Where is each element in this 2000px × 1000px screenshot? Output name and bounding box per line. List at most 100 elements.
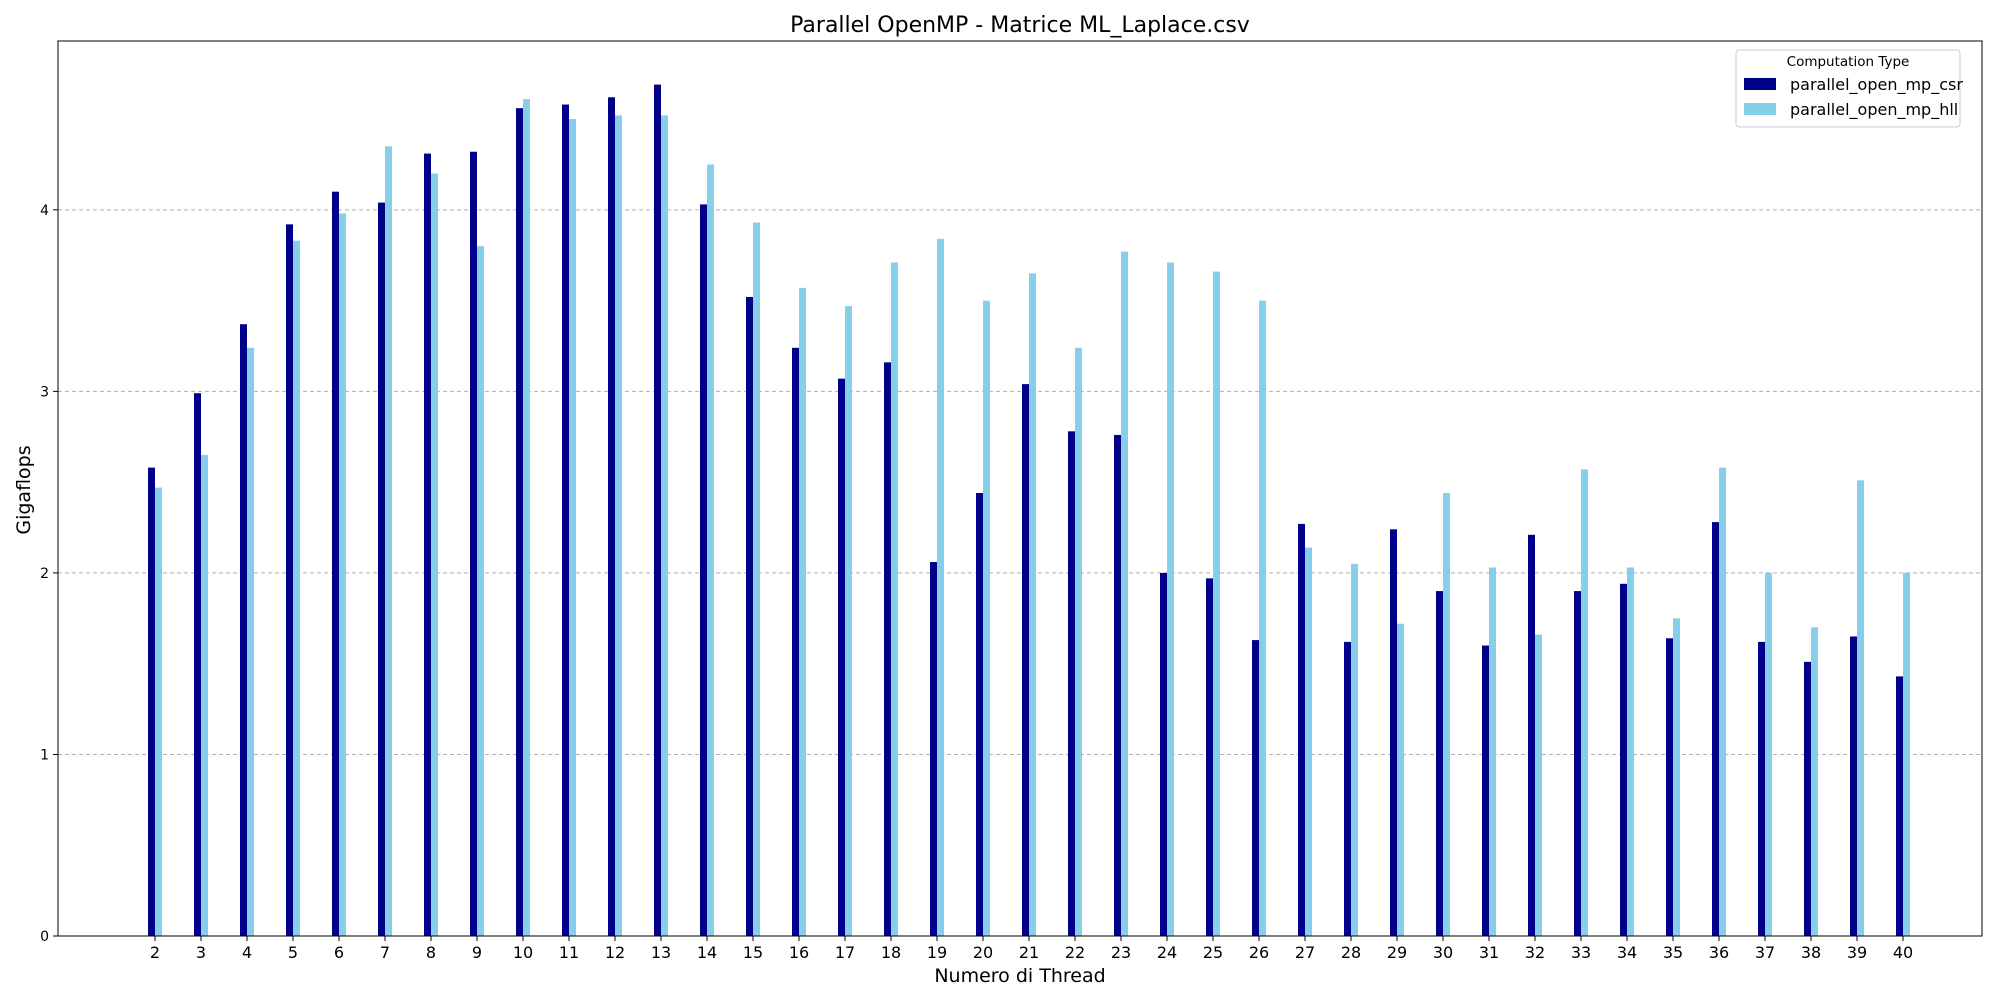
x-tick-label: 3 xyxy=(196,943,206,962)
y-tick-label: 2 xyxy=(40,566,49,582)
bar-csr-30 xyxy=(1436,591,1443,936)
legend-box xyxy=(1735,49,1961,128)
bar-hll-9 xyxy=(477,246,484,937)
bar-hll-40 xyxy=(1903,572,1910,936)
bar-csr-21 xyxy=(1022,384,1029,936)
bar-hll-14 xyxy=(707,164,714,937)
x-axis-label: Numero di Thread xyxy=(934,965,1105,987)
bar-csr-4 xyxy=(240,324,247,937)
x-tick-label: 14 xyxy=(697,943,717,962)
y-tick-label: 4 xyxy=(40,203,49,219)
bar-hll-23 xyxy=(1121,251,1128,936)
x-tick-label: 19 xyxy=(927,943,947,962)
bar-hll-2 xyxy=(155,487,162,936)
bar-csr-7 xyxy=(378,202,385,936)
x-tick-label: 26 xyxy=(1249,943,1269,962)
bar-hll-15 xyxy=(753,222,760,937)
bar-csr-10 xyxy=(516,108,523,936)
bar-hll-38 xyxy=(1811,627,1818,936)
bar-hll-5 xyxy=(293,240,300,936)
bar-csr-16 xyxy=(792,347,799,936)
bar-hll-25 xyxy=(1213,271,1220,936)
bar-csr-25 xyxy=(1206,578,1213,936)
bar-hll-16 xyxy=(799,287,806,936)
x-tick-label: 12 xyxy=(605,943,625,962)
bar-hll-26 xyxy=(1259,300,1266,936)
x-tick-label: 9 xyxy=(472,943,482,962)
grid xyxy=(58,209,1982,755)
bar-hll-22 xyxy=(1075,347,1082,936)
x-tick-label: 6 xyxy=(334,943,344,962)
x-tick-label: 7 xyxy=(380,943,390,962)
x-tick-label: 38 xyxy=(1801,943,1821,962)
bar-hll-34 xyxy=(1627,567,1634,936)
bar-csr-15 xyxy=(746,296,753,936)
chart-title: Parallel OpenMP - Matrice ML_Laplace.csv xyxy=(790,13,1250,38)
bar-csr-19 xyxy=(930,562,937,936)
x-tick-label: 30 xyxy=(1433,943,1453,962)
bar-hll-32 xyxy=(1535,634,1542,936)
bar-csr-3 xyxy=(194,393,201,936)
y-tick-label: 1 xyxy=(40,747,49,763)
bar-hll-13 xyxy=(661,115,668,936)
x-tick-label: 27 xyxy=(1295,943,1315,962)
y-tick-label: 0 xyxy=(40,929,49,945)
bar-csr-23 xyxy=(1114,434,1121,936)
x-tick-label: 13 xyxy=(651,943,671,962)
bar-csr-13 xyxy=(654,84,661,937)
bar-hll-8 xyxy=(431,173,438,936)
bar-hll-19 xyxy=(937,238,944,937)
x-tick-label: 28 xyxy=(1341,943,1361,962)
bars xyxy=(148,84,1910,937)
bar-hll-24 xyxy=(1167,262,1174,937)
x-tick-label: 33 xyxy=(1571,943,1591,962)
legend: Computation Type parallel_open_mp_csr pa… xyxy=(1735,49,1963,128)
plot-frame xyxy=(57,40,1983,937)
bar-hll-37 xyxy=(1765,572,1772,936)
bar-csr-17 xyxy=(838,378,845,936)
bar-hll-31 xyxy=(1489,567,1496,936)
bar-csr-12 xyxy=(608,97,615,936)
bar-csr-39 xyxy=(1850,636,1857,936)
bar-csr-26 xyxy=(1252,640,1259,936)
bar-csr-36 xyxy=(1712,522,1719,936)
x-tick-label: 35 xyxy=(1663,943,1683,962)
legend-label-hll: parallel_open_mp_hll xyxy=(1790,100,1958,120)
x-tick-label: 36 xyxy=(1709,943,1729,962)
bar-csr-40 xyxy=(1896,676,1903,936)
bar-hll-36 xyxy=(1719,467,1726,936)
bar-hll-35 xyxy=(1673,618,1680,936)
bar-hll-17 xyxy=(845,306,852,936)
bar-hll-29 xyxy=(1397,623,1404,936)
bar-csr-37 xyxy=(1758,641,1765,936)
bar-csr-9 xyxy=(470,151,477,937)
legend-swatch-csr xyxy=(1744,78,1776,90)
bar-csr-29 xyxy=(1390,529,1397,936)
y-axis-label: Gigaflops xyxy=(13,445,35,534)
x-tick-label: 4 xyxy=(242,943,252,962)
bar-csr-32 xyxy=(1528,534,1535,936)
x-tick-label: 40 xyxy=(1893,943,1913,962)
y-tick-label: 3 xyxy=(40,384,49,400)
bar-csr-11 xyxy=(562,104,569,936)
bar-csr-34 xyxy=(1620,583,1627,936)
x-tick-label: 16 xyxy=(789,943,809,962)
bar-csr-35 xyxy=(1666,638,1673,936)
bar-hll-7 xyxy=(385,146,392,936)
x-tick-label: 5 xyxy=(288,943,298,962)
bar-csr-22 xyxy=(1068,431,1075,936)
x-axis: 2 3 4 5 6 7 8 9 10 11 12 13 14 15 16 17 18 19 20 21 22 23 24 25… xyxy=(150,936,1913,962)
bar-csr-5 xyxy=(286,224,293,936)
legend-title: Computation Type xyxy=(1787,54,1910,70)
x-tick-label: 22 xyxy=(1065,943,1085,962)
bar-hll-6 xyxy=(339,213,346,937)
x-tick-label: 20 xyxy=(973,943,993,962)
x-tick-label: 39 xyxy=(1847,943,1867,962)
x-tick-label: 8 xyxy=(426,943,436,962)
x-tick-label: 2 xyxy=(150,943,160,962)
bar-csr-24 xyxy=(1160,572,1167,936)
legend-label-csr: parallel_open_mp_csr xyxy=(1790,75,1963,95)
x-tick-label: 23 xyxy=(1111,943,1131,962)
y-axis: 0 1 2 3 4 xyxy=(40,203,58,945)
